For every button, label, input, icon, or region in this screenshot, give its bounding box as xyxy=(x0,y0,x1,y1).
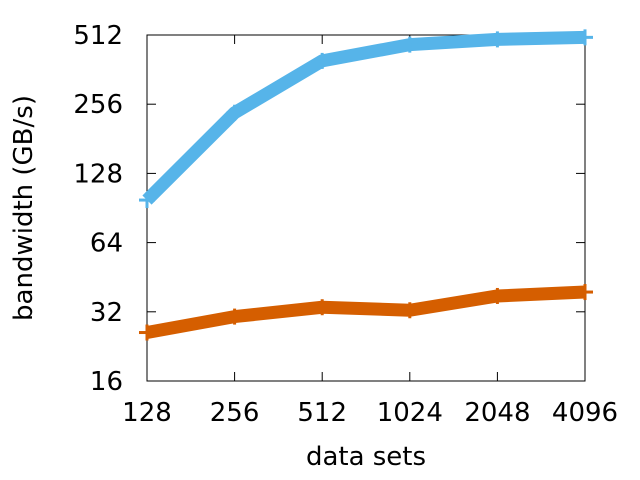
series-2-point xyxy=(401,302,418,319)
axis-ticks: 16 32 64 128 256 512 128 256 512 1024 2048 4096 xyxy=(73,21,618,428)
series-line-2 xyxy=(145,285,586,339)
series-2-point xyxy=(314,299,331,316)
x-tick-label: 512 xyxy=(297,398,347,428)
series-line-1 xyxy=(142,30,586,205)
y-tick-label: 256 xyxy=(73,90,123,120)
series-1-point xyxy=(577,29,593,46)
series-1-point xyxy=(489,31,506,48)
series-2-point xyxy=(226,308,243,325)
y-tick-label: 512 xyxy=(73,21,123,51)
y-tick-label: 64 xyxy=(90,229,123,259)
x-tick-label: 2048 xyxy=(464,398,530,428)
series-1-point xyxy=(401,36,418,53)
series-1-point xyxy=(314,52,331,69)
series-1-point xyxy=(139,192,155,209)
series-2-point xyxy=(139,324,155,341)
x-axis-label: data sets xyxy=(306,442,426,472)
x-tick-label: 128 xyxy=(122,398,172,428)
y-axis-label: bandwidth (GB/s) xyxy=(9,95,39,321)
y-tick-label: 16 xyxy=(90,367,123,397)
y-tick-label: 128 xyxy=(73,159,123,189)
x-tick-label: 4096 xyxy=(552,398,618,428)
series-1-point xyxy=(226,104,243,121)
x-tick-label: 1024 xyxy=(377,398,443,428)
series-2-point xyxy=(489,287,506,304)
series-layer xyxy=(139,29,593,341)
series-2-point xyxy=(577,284,593,301)
y-tick-label: 32 xyxy=(90,298,123,328)
x-tick-label: 256 xyxy=(210,398,260,428)
plot-frame xyxy=(146,34,586,382)
